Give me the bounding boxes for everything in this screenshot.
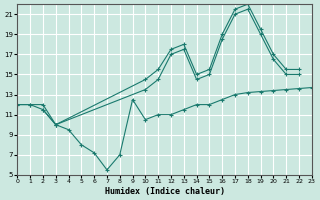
X-axis label: Humidex (Indice chaleur): Humidex (Indice chaleur) [105, 187, 225, 196]
